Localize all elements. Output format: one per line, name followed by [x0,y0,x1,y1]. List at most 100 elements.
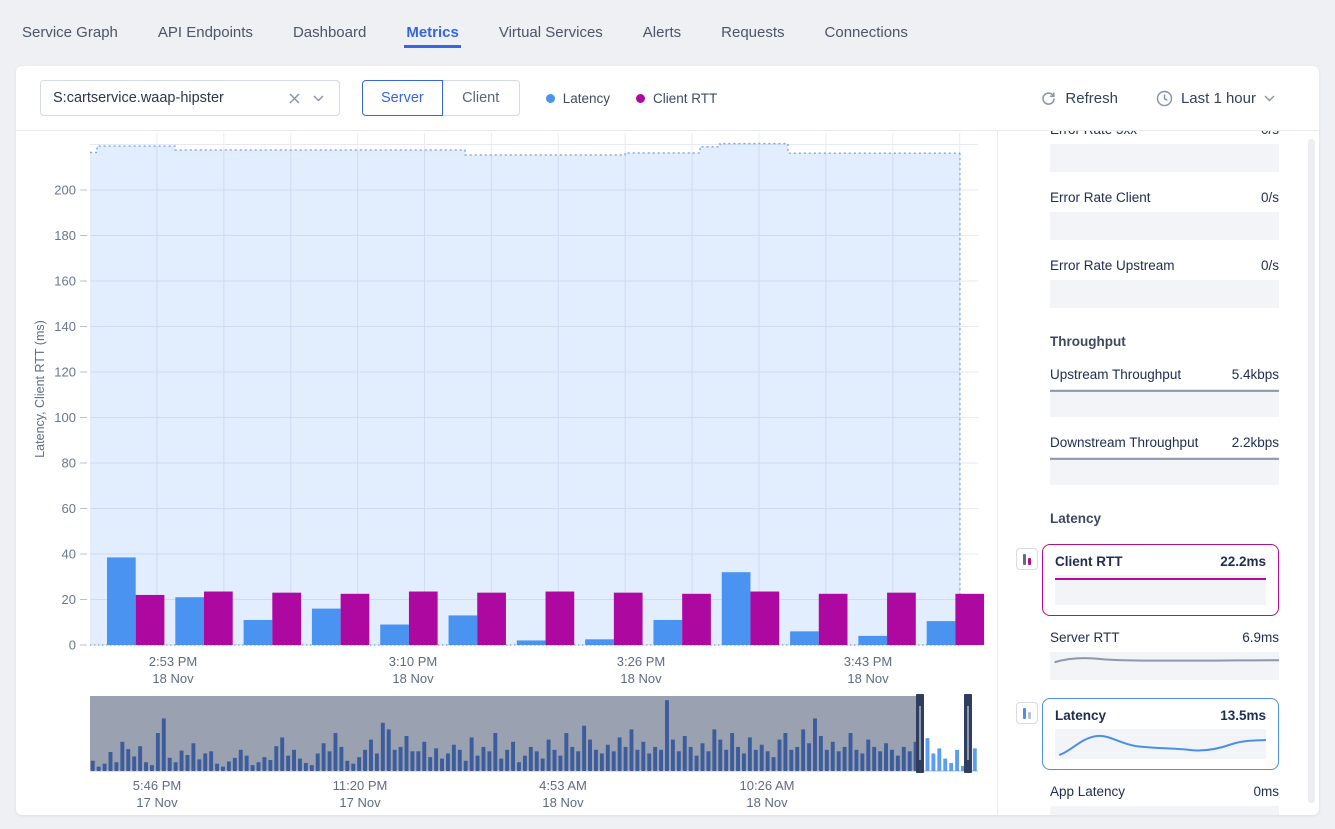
clear-icon[interactable] [285,89,303,107]
metric-item[interactable]: Error Rate Upstream 0/s [1050,258,1279,308]
icon-slot [1016,784,1050,815]
legend-latency[interactable]: Latency [546,91,610,106]
metric-label: Client RTT [1055,554,1123,569]
legend-dot-icon [546,94,555,103]
sparkline [1050,280,1279,308]
refresh-icon [1040,90,1057,107]
svg-text:3:26 PM: 3:26 PM [617,654,665,669]
metric-item[interactable]: Downstream Throughput2.2kbps [1050,435,1279,485]
latency-bar[interactable] [790,631,819,645]
client-rtt-bar[interactable] [204,592,233,645]
metric-row-error-rate-5xx: Error Rate 5xx0/s [1016,131,1279,172]
client-rtt-bar[interactable] [136,595,165,645]
section-header-latency: Latency [1050,511,1279,526]
metric-value: 0ms [1253,784,1279,799]
latency-bar[interactable] [517,640,546,645]
tab-api-endpoints[interactable]: API Endpoints [156,0,255,48]
metric-label: Error Rate Upstream [1050,258,1175,273]
client-rtt-bar[interactable] [409,592,438,645]
latency-bar[interactable] [107,557,136,645]
latency-bar[interactable] [722,572,751,645]
svg-text:18 Nov: 18 Nov [392,671,434,686]
svg-text:17 Nov: 17 Nov [339,795,381,810]
metric-row-client-rtt: Client RTT22.2ms [1016,544,1279,616]
sparkline [1050,212,1279,240]
client-rtt-bar[interactable] [819,594,848,645]
mode-toggle: ServerClient [362,80,520,116]
latency-bar[interactable] [175,597,204,645]
client-rtt-bar[interactable] [887,593,916,645]
chart-toggle-icon[interactable] [1016,702,1038,724]
icon-slot [1016,630,1050,680]
client-rtt-bar[interactable] [750,592,779,645]
top-nav: Service Graph API Endpoints Dashboard Metri… [0,0,1335,62]
metric-row-error-rate-client: Error Rate Client0/s [1016,190,1279,240]
service-select[interactable]: S:cartservice.waap-hipster [40,80,340,116]
metric-card[interactable]: Latency13.5ms [1042,698,1279,770]
latency-bar[interactable] [449,615,478,645]
metric-label: Error Rate 5xx [1050,131,1137,137]
metric-value: 0/s [1261,258,1279,273]
metric-row-upstream-throughput: Upstream Throughput5.4kbps [1016,367,1279,417]
metric-label: Error Rate Client [1050,190,1151,205]
svg-text:0: 0 [69,638,76,653]
chart-toggle-icon[interactable] [1016,548,1038,570]
client-rtt-bar[interactable] [341,594,370,645]
tab-dashboard[interactable]: Dashboard [291,0,368,48]
overview-brush-chart[interactable]: 5:46 PM17 Nov11:20 PM17 Nov4:53 AM18 Nov… [16,694,997,814]
client-rtt-bar[interactable] [614,593,643,645]
legend-client-rtt[interactable]: Client RTT [636,91,717,106]
metric-item[interactable]: Upstream Throughput5.4kbps [1050,367,1279,417]
client-rtt-bar[interactable] [546,592,575,645]
metric-value: 6.9ms [1242,630,1279,645]
tab-connections[interactable]: Connections [823,0,910,48]
metric-card[interactable]: Client RTT22.2ms [1042,544,1279,616]
scrollbar[interactable] [1308,139,1315,803]
chart-area: 020406080100120140160180200Latency, Clie… [16,131,997,815]
time-range-select[interactable]: Last 1 hour [1156,90,1275,107]
sparkline [1050,652,1279,680]
metric-label: Latency [1055,708,1106,723]
metric-item[interactable]: Error Rate 5xx0/s [1050,131,1279,172]
metrics-panel: Error Rate 5xx0/sError Rate Client0/sErr… [997,131,1319,815]
client-rtt-bar[interactable] [682,594,711,645]
client-rtt-bar[interactable] [272,593,301,645]
selection-area[interactable] [90,144,960,645]
metric-label: App Latency [1050,784,1125,799]
latency-bar[interactable] [858,636,887,645]
tab-alerts[interactable]: Alerts [641,0,683,48]
sparkline [1050,457,1279,485]
svg-text:2:53 PM: 2:53 PM [149,654,197,669]
chevron-down-icon[interactable] [309,89,327,107]
clock-icon [1156,90,1173,107]
refresh-button[interactable]: Refresh [1040,90,1118,107]
metric-item[interactable]: App Latency 0ms [1050,784,1279,815]
client-rtt-bar[interactable] [477,593,506,645]
metric-row-app-latency: App Latency 0ms [1016,784,1279,815]
section-header-throughput: Throughput [1050,334,1279,349]
tab-requests[interactable]: Requests [719,0,786,48]
svg-text:120: 120 [54,365,76,380]
mode-server-button[interactable]: Server [362,80,443,116]
mode-client-button[interactable]: Client [442,80,520,116]
svg-text:160: 160 [54,274,76,289]
metric-item[interactable]: Error Rate Client0/s [1050,190,1279,240]
tab-metrics[interactable]: Metrics [404,0,461,48]
latency-bar[interactable] [312,609,341,645]
tab-virtual-services[interactable]: Virtual Services [497,0,605,48]
tab-service-graph[interactable]: Service Graph [20,0,120,48]
latency-bar[interactable] [380,625,409,645]
svg-text:3:43 PM: 3:43 PM [844,654,892,669]
latency-bar[interactable] [244,620,273,645]
legend-dot-icon [636,94,645,103]
service-select-value: S:cartservice.waap-hipster [53,90,285,106]
latency-bar-chart[interactable]: 020406080100120140160180200Latency, Clie… [16,131,997,689]
client-rtt-bar[interactable] [955,594,984,645]
metric-item[interactable]: Server RTT6.9ms [1050,630,1279,680]
latency-bar[interactable] [585,639,614,645]
latency-bar[interactable] [927,621,956,645]
metric-row-server-rtt: Server RTT6.9ms [1016,630,1279,680]
latency-bar[interactable] [653,620,682,645]
sparkline [1050,389,1279,417]
sparkline [1050,806,1279,815]
